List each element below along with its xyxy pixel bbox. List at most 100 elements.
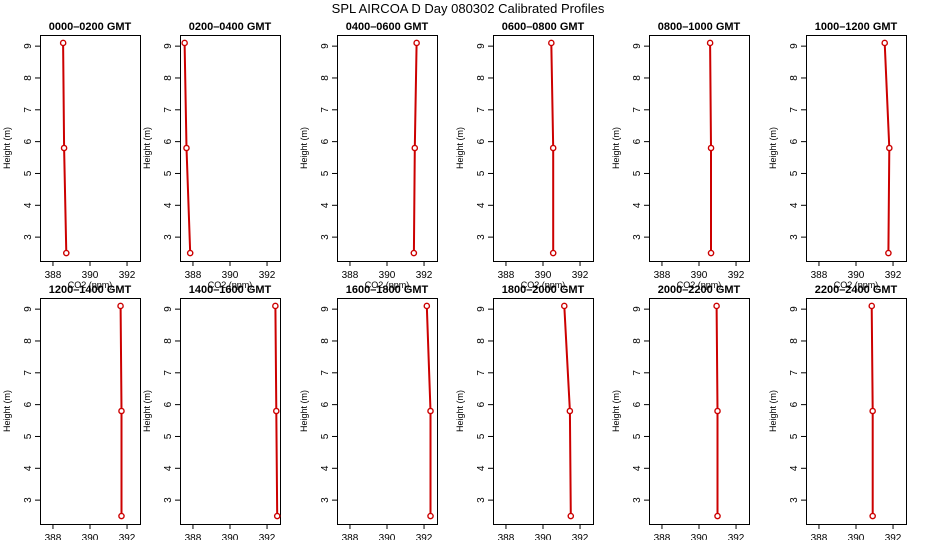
y-tick-label: 7	[632, 107, 643, 113]
y-tick-label: 7	[320, 107, 331, 113]
x-tick-label: 390	[848, 270, 865, 281]
x-tick-label: 390	[379, 533, 396, 540]
panel-title: 1400–1600 GMT	[189, 284, 272, 296]
y-tick-label: 4	[23, 465, 34, 471]
y-tick-label: 7	[23, 107, 34, 113]
y-tick-label: 3	[320, 234, 331, 240]
profile-point	[714, 512, 721, 520]
y-tick-label: 6	[632, 401, 643, 407]
panel-title: 0000–0200 GMT	[49, 21, 132, 33]
y-tick-label: 9	[163, 43, 174, 49]
plot-frame	[337, 298, 438, 525]
profile-point	[869, 512, 876, 520]
x-tick-label: 388	[185, 270, 202, 281]
panel-title: 1200–1400 GMT	[49, 284, 132, 296]
y-tick-label: 3	[476, 497, 487, 503]
y-tick-label: 6	[789, 138, 800, 144]
profile-point	[886, 144, 893, 152]
y-tick-label: 5	[476, 433, 487, 439]
y-tick-label: 6	[23, 138, 34, 144]
x-tick-label: 390	[379, 270, 396, 281]
profile-point	[59, 39, 67, 47]
y-tick-label: 9	[789, 306, 800, 312]
x-tick-label: 388	[342, 270, 359, 281]
x-tick-label: 390	[691, 270, 708, 281]
y-tick-label: 7	[476, 107, 487, 113]
y-tick-label: 7	[632, 370, 643, 376]
panel-title: 0800–1000 GMT	[658, 21, 741, 33]
y-axis-label: Height (m)	[142, 127, 152, 169]
x-tick-label: 388	[654, 270, 671, 281]
y-axis-label: Height (m)	[611, 390, 621, 432]
plot-frame	[40, 35, 141, 262]
y-tick-label: 8	[320, 75, 331, 81]
plot-frame	[649, 35, 750, 262]
profile-point	[713, 302, 720, 310]
y-tick-label: 4	[320, 465, 331, 471]
y-tick-label: 7	[23, 370, 34, 376]
x-tick-label: 392	[119, 533, 136, 540]
y-axis-label: Height (m)	[455, 127, 465, 169]
profile-point	[186, 249, 194, 257]
profile-point	[423, 302, 431, 310]
plot-frame	[337, 35, 438, 262]
y-tick-label: 3	[632, 497, 643, 503]
y-tick-label: 9	[163, 306, 174, 312]
x-tick-label: 390	[222, 270, 239, 281]
y-tick-label: 9	[23, 306, 34, 312]
y-tick-label: 4	[320, 202, 331, 208]
y-tick-label: 5	[476, 170, 487, 176]
x-tick-label: 392	[259, 533, 276, 540]
profile-point	[549, 144, 557, 152]
x-tick-label: 388	[342, 533, 359, 540]
y-tick-label: 7	[476, 370, 487, 376]
y-tick-label: 8	[476, 338, 487, 344]
y-tick-label: 5	[163, 433, 174, 439]
y-tick-label: 6	[789, 401, 800, 407]
panel-title: 1600–1800 GMT	[346, 284, 429, 296]
y-tick-label: 8	[163, 75, 174, 81]
y-tick-label: 9	[320, 306, 331, 312]
x-tick-label: 392	[572, 533, 589, 540]
y-axis-label: Height (m)	[2, 127, 12, 169]
y-tick-label: 7	[789, 370, 800, 376]
x-tick-label: 390	[535, 270, 552, 281]
x-tick-label: 392	[728, 270, 745, 281]
x-tick-label: 392	[885, 533, 902, 540]
y-tick-label: 5	[320, 170, 331, 176]
profile-point	[427, 512, 434, 520]
x-tick-label: 390	[535, 533, 552, 540]
profile-point	[181, 39, 188, 47]
y-tick-label: 4	[632, 202, 643, 208]
y-tick-label: 8	[163, 338, 174, 344]
x-tick-label: 392	[728, 533, 745, 540]
y-tick-label: 8	[789, 338, 800, 344]
x-axis-label: CO2 (ppm)	[521, 280, 566, 290]
y-tick-label: 6	[632, 138, 643, 144]
x-tick-label: 390	[848, 533, 865, 540]
y-tick-label: 3	[320, 497, 331, 503]
plot-frame	[649, 298, 750, 525]
x-tick-label: 392	[416, 533, 433, 540]
profile-point	[869, 407, 876, 415]
x-tick-label: 388	[45, 270, 62, 281]
y-tick-label: 9	[320, 43, 331, 49]
y-tick-label: 5	[23, 433, 34, 439]
panel-title: 0600–0800 GMT	[502, 21, 585, 33]
y-tick-label: 5	[632, 433, 643, 439]
x-tick-label: 392	[572, 270, 589, 281]
profile-point	[868, 302, 876, 310]
profile-point	[707, 144, 715, 152]
y-tick-label: 7	[320, 370, 331, 376]
x-tick-label: 388	[498, 533, 515, 540]
y-tick-label: 9	[789, 43, 800, 49]
y-tick-label: 9	[476, 43, 487, 49]
y-tick-label: 5	[163, 170, 174, 176]
plot-frame	[40, 298, 141, 525]
x-tick-label: 388	[811, 270, 828, 281]
y-tick-label: 8	[632, 338, 643, 344]
panel-title: 2000–2200 GMT	[658, 284, 741, 296]
plot-frame	[180, 35, 281, 262]
x-tick-label: 388	[498, 270, 515, 281]
x-axis-label: CO2 (ppm)	[834, 280, 879, 290]
